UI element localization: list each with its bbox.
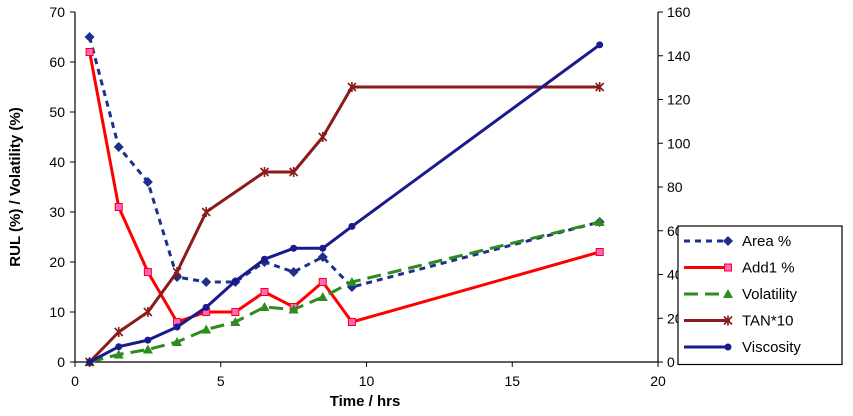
data-point-volatility [594,217,605,226]
legend-label: Area % [742,233,791,250]
x-tick-label: 5 [217,373,225,389]
data-point-viscosity [596,41,604,49]
series-volatility [84,217,605,366]
data-point-volatility [142,344,153,354]
legend-label: Add1 % [742,260,795,277]
data-point-add1 [231,308,240,316]
data-point-tan-10 [318,132,328,142]
data-point-volatility [201,324,212,334]
data-point-viscosity [348,222,356,230]
data-point-viscosity [260,255,268,263]
legend-item-add1: Add1 % [684,260,795,277]
legend-swatch-marker [723,289,733,298]
data-point-area [317,252,328,262]
data-point-add1 [595,248,604,256]
y-left-tick-label: 10 [49,304,65,320]
y-left-tick-label: 60 [49,54,65,70]
series-line-area [88,36,601,289]
legend-item-viscosity: Viscosity [684,339,801,356]
data-point-viscosity [144,336,152,344]
y-left-tick-label: 70 [49,4,65,20]
series-layer [84,32,605,367]
legend-item-area: Area % [684,233,791,250]
legend-item-tan-10: TAN*10 [684,313,793,330]
y-axis-title: RUL (%) / Volatility (%) [7,107,24,266]
data-point-volatility [346,277,357,286]
y-left-tick-label: 30 [49,204,65,220]
y-left-tick-label: 40 [49,154,65,170]
data-point-area [113,142,124,152]
legend-swatch-marker [724,343,732,351]
data-point-add1 [318,278,327,286]
series-line-add1 [88,51,601,324]
y-left-tick-label: 0 [57,354,65,370]
data-point-volatility [288,304,299,314]
y-right-tick-label: 100 [667,135,691,151]
data-point-volatility [172,337,183,346]
data-point-volatility [259,302,270,311]
y-right-tick-label: 140 [667,48,691,64]
data-point-area [288,267,299,277]
data-point-viscosity [86,358,94,366]
x-axis-title: Time / hrs [330,393,401,410]
data-point-add1 [143,268,152,276]
series-line-tan-10 [88,85,600,364]
data-point-tan-10 [114,327,124,337]
x-tick-label: 15 [504,373,520,389]
data-point-viscosity [173,323,181,331]
data-point-area [201,277,212,287]
y-left-tick-label: 20 [49,254,65,270]
y-right-tick-label: 80 [667,179,683,195]
data-point-tan-10 [347,82,357,92]
data-point-viscosity [115,343,123,351]
data-point-tan-10 [201,207,211,217]
data-point-tan-10 [143,307,153,317]
series-viscosity [86,41,604,366]
data-point-viscosity [290,244,298,252]
legend-label: Volatility [742,286,798,303]
legend-item-volatility: Volatility [684,286,798,303]
data-point-tan-10 [172,267,182,277]
data-point-add1 [347,318,356,326]
legend-label: TAN*10 [742,313,793,330]
data-point-add1 [85,48,94,56]
legend-swatch-marker [723,315,733,326]
y-right-tick-label: 160 [667,4,691,20]
legend-swatch-marker [724,263,732,272]
x-tick-label: 0 [71,373,79,389]
data-point-tan-10 [595,82,605,92]
data-point-volatility [230,317,241,326]
legend: Area % Add1 % Volatility TAN*10 Viscosity [677,225,843,366]
legend-swatch-marker [723,236,733,246]
legend-label: Viscosity [742,339,801,356]
x-tick-label: 20 [650,373,666,389]
data-point-volatility [113,349,124,359]
data-point-viscosity [231,277,239,285]
y-right-tick-label: 0 [667,354,675,370]
data-point-area [142,177,153,187]
series-tan-10 [85,82,605,367]
data-point-volatility [317,292,328,301]
series-area [84,32,605,292]
y-right-tick-label: 120 [667,92,691,108]
series-add1 [85,48,604,326]
y-left-tick-label: 50 [49,104,65,120]
x-tick-label: 10 [359,373,375,389]
axes: 0 5 10 15 2001020304050607002040608010012014… [49,4,690,389]
data-point-tan-10 [289,167,299,177]
data-point-viscosity [319,244,327,252]
data-point-viscosity [202,303,210,311]
data-point-tan-10 [259,167,270,177]
data-point-add1 [260,288,269,296]
data-point-add1 [114,203,123,211]
data-point-area [84,32,95,42]
